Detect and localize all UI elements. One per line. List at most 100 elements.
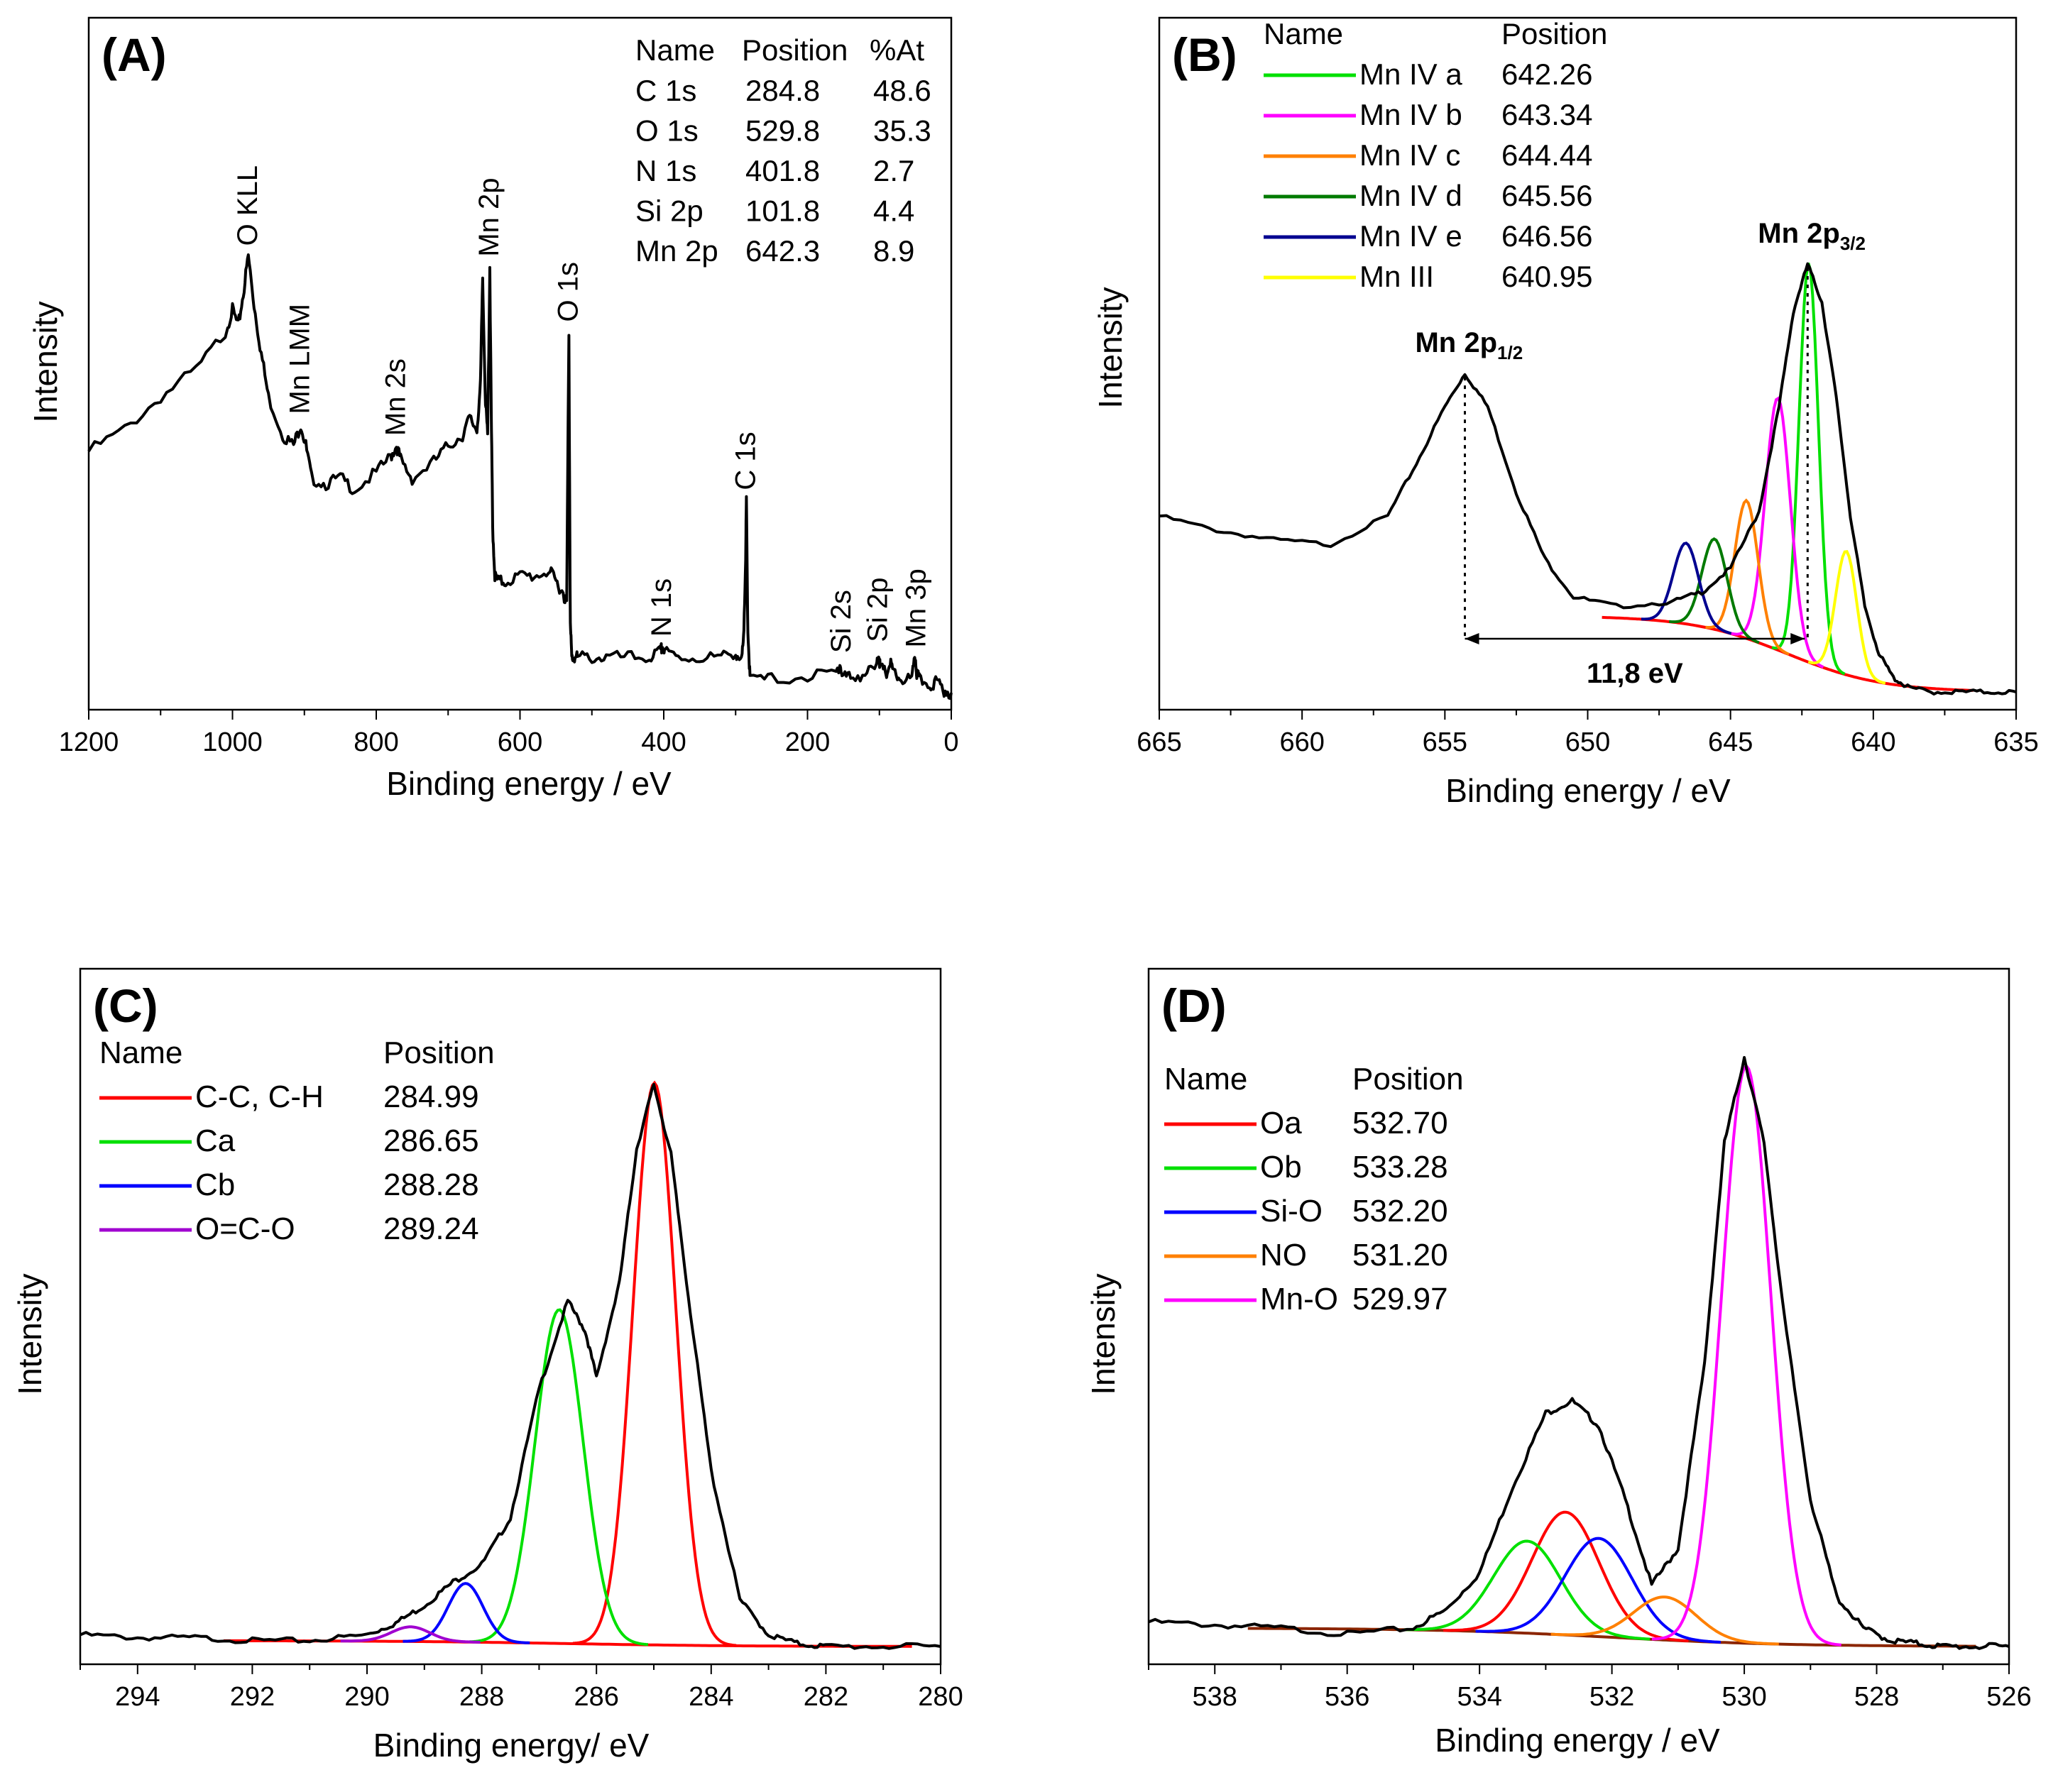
peak-annotation: C 1s [730,431,761,490]
legend-name: Si-O [1260,1194,1323,1228]
plot-frame [87,16,953,711]
baseline-line [224,1639,912,1648]
peak-annotation: Mn 3p [900,568,931,647]
legend-position: 289.24 [383,1211,479,1246]
x-tick-label: 538 [1193,1682,1237,1712]
component-line [1705,498,1790,656]
peak-annotation: Si 2p [863,578,894,642]
legend-header-name: Name [99,1035,182,1070]
x-tick-label: 655 [1423,727,1467,757]
legend-header-name: Name [1264,17,1343,50]
legend-header-position: Position [1352,1062,1464,1096]
peak-annotation: Mn 2s [380,358,411,436]
panel-c: 294 292 290 288 286 284 282 280 Binding energy/ … [11,967,963,1764]
panel-label: (B) [1172,28,1237,81]
legend-name: Mn IV a [1359,57,1462,91]
legend-position: 531.20 [1352,1238,1448,1272]
table-cell: 2.7 [873,154,914,187]
y-axis-label: Intensity [1085,1273,1122,1395]
peak-label: Mn 2p1/2 [1415,327,1523,363]
x-tick-label: 536 [1325,1682,1369,1712]
envelope-line [80,1082,941,1650]
plot-frame [79,967,942,1666]
legend-header-name: Name [1164,1062,1247,1096]
legend-name: Cb [195,1167,235,1202]
plot-frame [1147,967,2010,1666]
panel-d: 538 536 534 532 530 528 526 Binding energy / eV… [1085,967,2032,1759]
table-cell: N 1s [635,154,696,187]
x-tick-label: 280 [918,1682,963,1712]
legend-header-position: Position [1501,17,1607,50]
legend-name: Mn IV d [1359,179,1462,212]
table-header: %At [870,33,924,67]
legend-position: 532.70 [1352,1106,1448,1140]
x-tick-label: 400 [641,727,686,757]
x-tick-label: 800 [354,727,398,757]
baseline-line [1247,1627,1976,1648]
panel-label: (D) [1161,979,1227,1032]
x-tick-label: 282 [804,1682,848,1712]
x-tick-label: 600 [498,727,542,757]
table-cell: O 1s [635,114,699,148]
legend-position: 646.56 [1501,219,1592,253]
component-line [1652,1064,1841,1647]
component-line [1641,542,1732,635]
x-tick-label: 200 [785,727,830,757]
x-tick-label: 0 [943,727,958,757]
x-tick-label: 665 [1137,727,1181,757]
legend-position: 284.99 [383,1079,479,1114]
legend-name: Mn III [1359,260,1434,293]
splitting-label: 11,8 eV [1587,658,1683,689]
legend-name: Mn-O [1260,1282,1338,1316]
x-tick-label: 284 [689,1682,733,1712]
legend-header-position: Position [383,1035,495,1070]
x-tick-label: 1200 [59,727,119,757]
panel-label: (A) [102,28,167,81]
component-line [1550,1595,1779,1646]
legend-position: 645.56 [1501,179,1592,212]
legend-name: O=C-O [195,1211,295,1246]
y-axis-label: Intensity [1092,287,1129,408]
peak-annotation: O KLL [232,165,263,246]
peak-annotation: Mn 2p [474,177,505,256]
legend-position: 642.26 [1501,57,1592,91]
x-tick-label: 532 [1589,1682,1634,1712]
x-axis-label: Binding energy / eV [386,765,672,802]
x-tick-label: 286 [574,1682,618,1712]
legend-name: Oa [1260,1106,1302,1140]
x-tick-label: 290 [344,1682,389,1712]
legend-position: 532.20 [1352,1194,1448,1228]
component-line [1807,550,1886,685]
x-tick-label: 635 [1993,727,2038,757]
legend-position: 533.28 [1352,1150,1448,1184]
legend-name: Ca [195,1123,236,1158]
table-cell: Mn 2p [635,234,718,268]
arrow-head [1465,633,1479,644]
table-cell: Si 2p [635,194,704,228]
legend-name: C-C, C-H [195,1079,324,1114]
x-tick-label: 645 [1708,727,1753,757]
table-header: Name [635,33,715,67]
table-cell: 101.8 [745,194,820,228]
x-tick-label: 292 [230,1682,275,1712]
x-axis-label: Binding energy / eV [1435,1722,1720,1759]
table-cell: 529.8 [745,114,820,148]
legend-position: 640.95 [1501,260,1592,293]
component-line [1731,396,1824,669]
table-cell: 48.6 [873,74,931,107]
envelope-line [1159,262,2017,696]
table-cell: 284.8 [745,74,820,107]
table-cell: 4.4 [873,194,914,228]
panel-b: 665 660 655 650 645 640 635 Binding energy / eV… [1092,16,2039,809]
table-cell: 8.9 [873,234,914,268]
legend-name: Mn IV c [1359,138,1460,172]
legend-position: 286.65 [383,1123,479,1158]
legend-name: Ob [1260,1150,1302,1184]
x-tick-label: 534 [1457,1682,1501,1712]
component-line [469,1308,649,1647]
table-cell: C 1s [635,74,696,107]
legend-position: 644.44 [1501,138,1592,172]
legend-name: Mn IV e [1359,219,1462,253]
x-axis-label: Binding energy/ eV [373,1727,650,1764]
